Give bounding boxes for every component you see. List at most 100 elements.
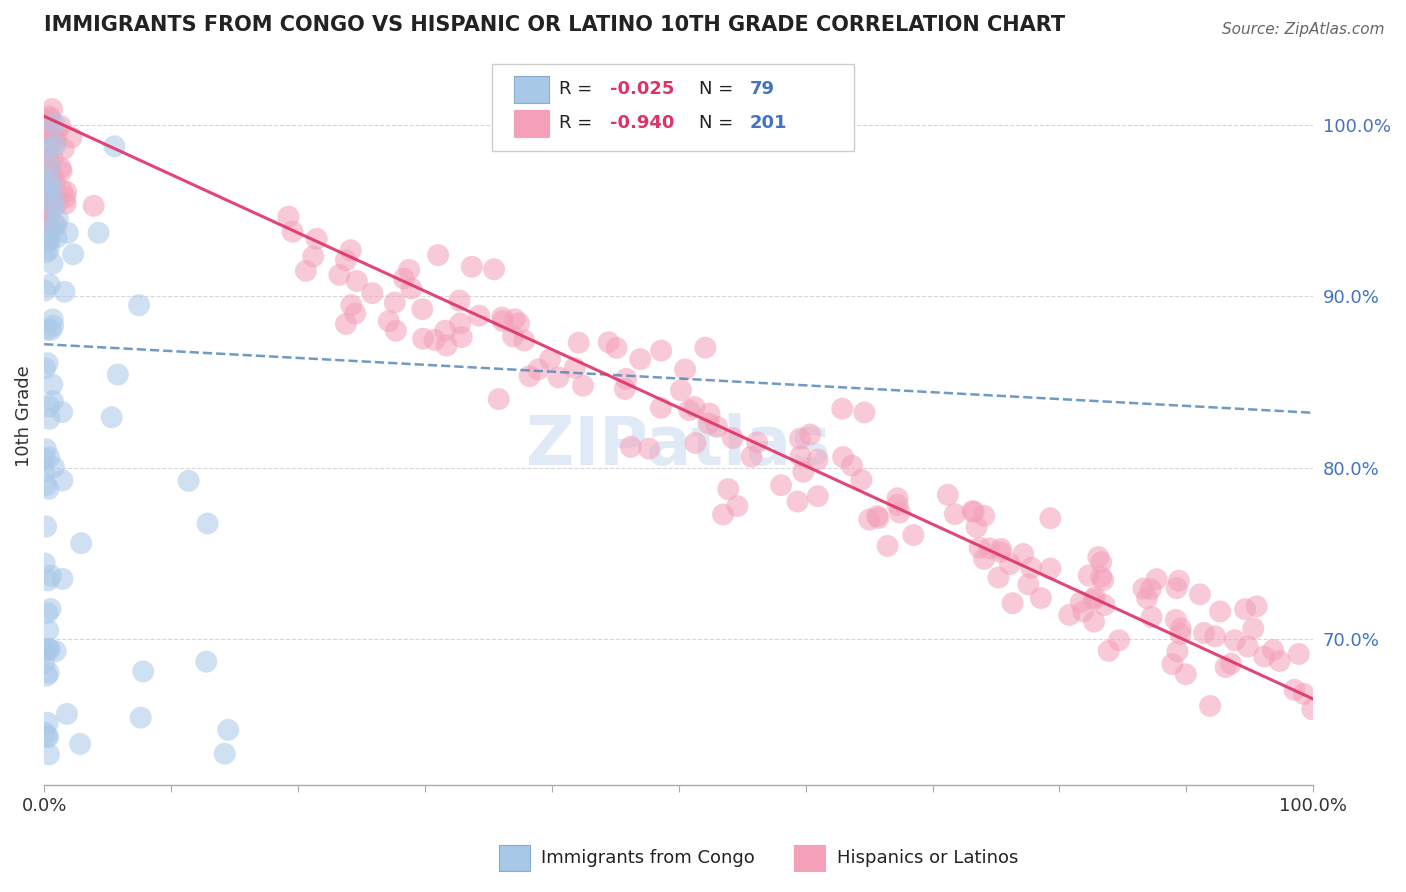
Point <box>436 338 458 352</box>
Point <box>70 536 93 550</box>
Point <box>35 231 58 245</box>
Point <box>678 403 700 417</box>
Point <box>1288 647 1310 661</box>
Point <box>339 244 361 258</box>
Point <box>34 112 56 127</box>
Point <box>868 511 890 525</box>
Point <box>38 233 60 247</box>
Point <box>491 310 513 325</box>
Y-axis label: 10th Grade: 10th Grade <box>15 366 32 467</box>
Point <box>45 230 67 244</box>
Point <box>177 474 200 488</box>
Point <box>1090 570 1112 584</box>
Point <box>1253 649 1275 664</box>
Point <box>38 194 60 208</box>
Point <box>37 152 59 166</box>
Point <box>38 205 60 219</box>
Point <box>973 508 995 523</box>
Point <box>492 314 515 328</box>
Point <box>392 271 415 285</box>
Point <box>1161 657 1184 672</box>
Point <box>46 212 69 227</box>
Point <box>1246 599 1268 614</box>
Point <box>858 512 880 526</box>
Point <box>886 498 908 512</box>
Point <box>87 226 110 240</box>
Point <box>527 362 550 376</box>
Point <box>35 236 58 251</box>
Point <box>598 335 620 350</box>
Point <box>53 191 76 205</box>
Point <box>695 341 717 355</box>
Point <box>38 747 60 762</box>
Point <box>41 152 63 166</box>
Point <box>488 392 510 406</box>
Point <box>1223 633 1246 648</box>
Point <box>998 557 1021 571</box>
Point <box>42 194 65 208</box>
Point <box>302 249 325 263</box>
Point <box>1192 626 1215 640</box>
Point <box>51 164 73 178</box>
Point <box>1220 657 1243 671</box>
Point <box>1174 667 1197 681</box>
Point <box>620 440 643 454</box>
Point <box>39 568 62 582</box>
Point <box>42 318 65 333</box>
Point <box>35 229 58 244</box>
Point <box>572 378 595 392</box>
Point <box>650 343 672 358</box>
Point <box>35 442 58 457</box>
Point <box>35 230 58 244</box>
Text: 79: 79 <box>749 80 775 98</box>
Point <box>340 298 363 312</box>
Point <box>32 465 55 479</box>
Point <box>281 225 304 239</box>
Point <box>42 168 65 182</box>
Point <box>35 126 58 140</box>
Point <box>384 295 406 310</box>
Point <box>398 263 420 277</box>
Point <box>450 330 472 344</box>
Point <box>44 117 66 131</box>
Point <box>38 411 60 425</box>
Point <box>37 641 59 656</box>
Point <box>38 277 60 292</box>
Point <box>38 450 60 465</box>
Point <box>39 602 62 616</box>
Point <box>39 222 62 236</box>
Point <box>34 233 56 247</box>
Point <box>49 119 72 133</box>
Bar <box>513 77 550 103</box>
Point <box>979 541 1001 556</box>
Point <box>38 665 60 680</box>
Point <box>37 624 59 638</box>
Point <box>745 435 768 450</box>
Point <box>1029 591 1052 605</box>
Point <box>37 356 59 370</box>
Point <box>52 142 75 156</box>
Point <box>1166 644 1188 658</box>
Point <box>34 123 56 137</box>
Point <box>42 460 65 475</box>
Point <box>1263 643 1285 657</box>
Point <box>38 183 60 197</box>
Point <box>197 516 219 531</box>
Point <box>53 285 76 299</box>
Point <box>508 317 530 331</box>
Point <box>37 152 59 166</box>
Point <box>37 715 59 730</box>
Point <box>60 130 83 145</box>
Point <box>638 442 661 456</box>
Point <box>1039 561 1062 575</box>
Point <box>1012 547 1035 561</box>
Text: R =: R = <box>560 114 599 132</box>
Point <box>1188 587 1211 601</box>
Point <box>1001 596 1024 610</box>
Point <box>107 368 129 382</box>
Point <box>56 226 79 240</box>
Point <box>41 191 63 205</box>
Text: -0.025: -0.025 <box>610 80 675 98</box>
Point <box>1236 640 1258 654</box>
Point <box>789 449 811 463</box>
